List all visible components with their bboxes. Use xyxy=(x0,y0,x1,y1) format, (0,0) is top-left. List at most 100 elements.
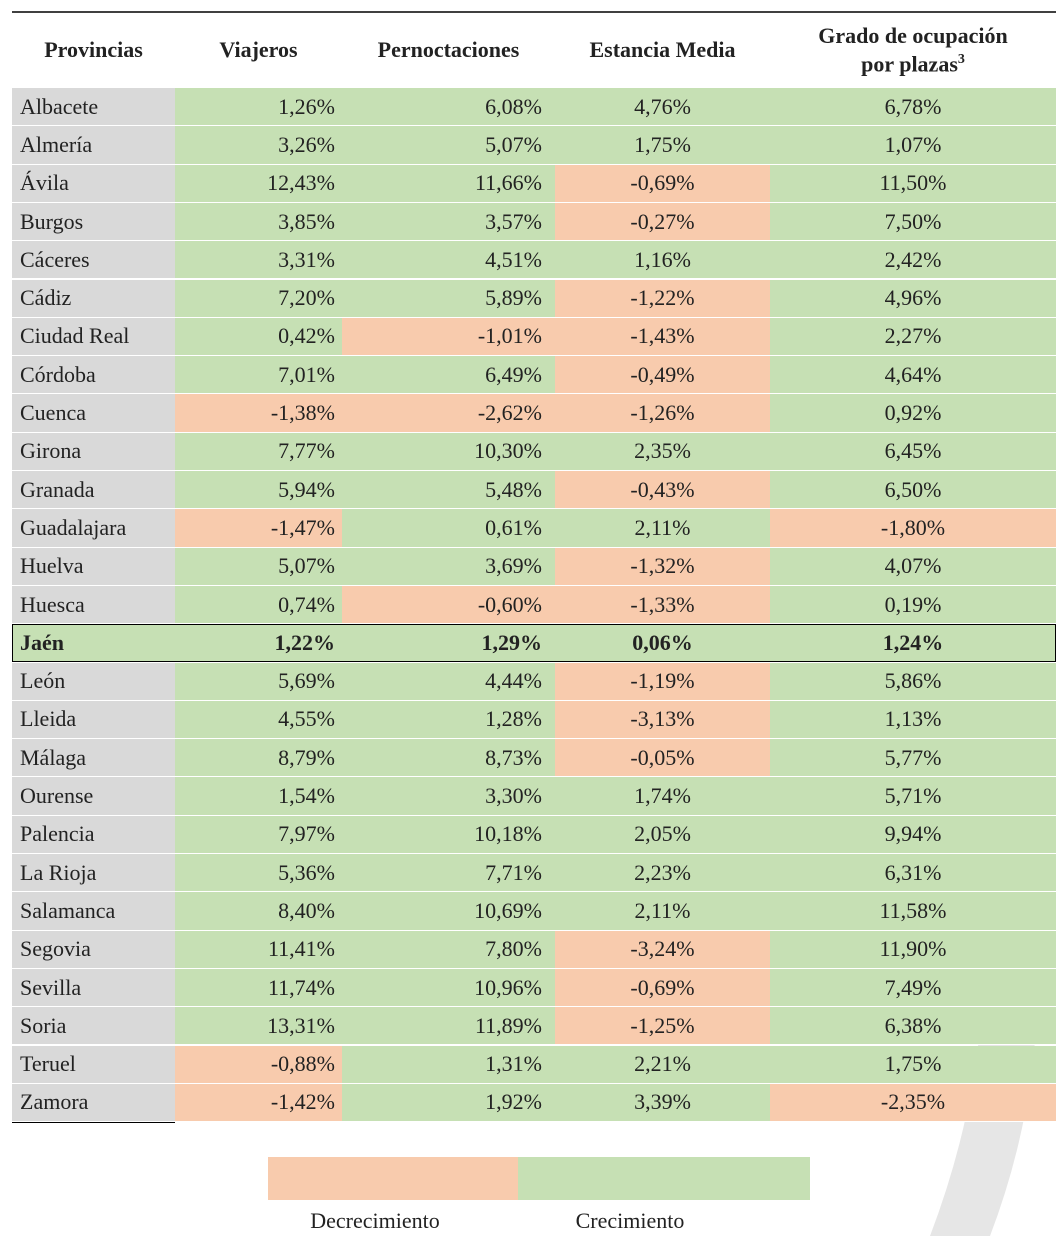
header: Pernoctaciones xyxy=(377,37,520,62)
highlight-border xyxy=(12,624,1056,663)
legend-label: Decrecimiento xyxy=(310,1208,440,1233)
value-cell: 4,51% xyxy=(342,241,555,280)
value-cell: 7,20% xyxy=(175,279,342,318)
province-cell: Lleida xyxy=(12,700,175,740)
value-cell: 9,94% xyxy=(770,815,1056,854)
value-cell: -1,42% xyxy=(175,1083,342,1123)
value-cell: 0,74% xyxy=(175,585,342,625)
value-cell: 0,92% xyxy=(770,394,1056,433)
value-cell: 8,73% xyxy=(342,739,555,778)
value-cell: 1,07% xyxy=(770,126,1056,165)
value-cell: 13,31% xyxy=(175,1007,342,1046)
value-cell: 10,18% xyxy=(342,815,555,854)
value-cell: 2,27% xyxy=(770,317,1056,357)
province-cell: Huelva xyxy=(12,547,175,586)
value-cell: -3,13% xyxy=(555,700,770,740)
value-cell: 10,96% xyxy=(342,968,555,1008)
value-cell: 3,30% xyxy=(342,777,555,816)
value-cell: 2,05% xyxy=(555,815,770,854)
value-cell: -0,49% xyxy=(555,356,770,395)
value-cell: 11,90% xyxy=(770,930,1056,969)
value-cell: 7,97% xyxy=(175,815,342,854)
value-cell: 0,19% xyxy=(770,585,1056,625)
value-cell: 6,31% xyxy=(770,854,1056,893)
value-cell: 2,21% xyxy=(555,1045,770,1084)
value-cell: 5,07% xyxy=(175,547,342,586)
province-cell: Soria xyxy=(12,1007,175,1046)
value-cell: -1,80% xyxy=(770,509,1056,548)
value-cell: -1,32% xyxy=(555,547,770,586)
value-cell: -1,26% xyxy=(555,394,770,433)
value-cell: 1,75% xyxy=(770,1045,1056,1084)
value-cell: 2,35% xyxy=(555,432,770,471)
province-cell: Almería xyxy=(12,126,175,165)
value-cell: 8,40% xyxy=(175,892,342,931)
value-cell: 4,64% xyxy=(770,356,1056,395)
value-cell: 11,66% xyxy=(342,164,555,203)
value-cell: 6,78% xyxy=(770,88,1056,127)
value-cell: 7,77% xyxy=(175,432,342,471)
value-cell: -0,43% xyxy=(555,471,770,510)
value-cell: -1,19% xyxy=(555,662,770,701)
province-cell: Albacete xyxy=(12,88,175,127)
value-cell: 5,07% xyxy=(342,126,555,165)
province-cell: Huesca xyxy=(12,585,175,625)
header: Estancia Media xyxy=(589,37,736,62)
table-bottom-rule xyxy=(12,1122,175,1124)
value-cell: 7,50% xyxy=(770,202,1056,242)
value-cell: 5,48% xyxy=(342,471,555,510)
province-cell: Salamanca xyxy=(12,892,175,931)
province-cell: Cádiz xyxy=(12,279,175,318)
value-cell: 4,44% xyxy=(342,662,555,701)
value-cell: 7,01% xyxy=(175,356,342,395)
value-cell: 5,77% xyxy=(770,739,1056,778)
value-cell: 11,41% xyxy=(175,930,342,969)
value-cell: 5,86% xyxy=(770,662,1056,701)
value-cell: 1,26% xyxy=(175,88,342,127)
province-cell: Córdoba xyxy=(12,356,175,395)
legend-swatch xyxy=(268,1157,518,1200)
value-cell: 0,06% xyxy=(555,624,770,663)
value-cell: -0,27% xyxy=(555,202,770,242)
value-cell: 0,61% xyxy=(342,509,555,548)
value-cell: 1,13% xyxy=(770,700,1056,740)
value-cell: 5,36% xyxy=(175,854,342,893)
value-cell: 5,89% xyxy=(342,279,555,318)
value-cell: 10,69% xyxy=(342,892,555,931)
province-cell: Teruel xyxy=(12,1045,175,1084)
province-cell: Segovia xyxy=(12,930,175,969)
value-cell: 0,42% xyxy=(175,317,342,357)
value-cell: 8,79% xyxy=(175,739,342,778)
value-cell: 11,50% xyxy=(770,164,1056,203)
value-cell: -2,62% xyxy=(342,394,555,433)
header-text: Grado de ocupación por plazas xyxy=(818,23,1008,77)
value-cell: 5,69% xyxy=(175,662,342,701)
value-cell: 4,55% xyxy=(175,700,342,740)
value-cell: 1,31% xyxy=(342,1045,555,1084)
value-cell: -0,69% xyxy=(555,968,770,1008)
value-cell: 1,29% xyxy=(342,624,555,663)
value-cell: 11,58% xyxy=(770,892,1056,931)
province-cell: Girona xyxy=(12,432,175,471)
province-cell: Cáceres xyxy=(12,241,175,280)
value-cell: 6,38% xyxy=(770,1007,1056,1046)
value-cell: 6,45% xyxy=(770,432,1056,471)
value-cell: -0,60% xyxy=(342,585,555,625)
value-cell: -1,43% xyxy=(555,317,770,357)
value-cell: 7,49% xyxy=(770,968,1056,1008)
value-cell: 3,31% xyxy=(175,241,342,280)
value-cell: 1,74% xyxy=(555,777,770,816)
province-cell: Ourense xyxy=(12,777,175,816)
value-cell: 6,49% xyxy=(342,356,555,395)
value-cell: -1,47% xyxy=(175,509,342,548)
province-cell: Palencia xyxy=(12,815,175,854)
province-cell: León xyxy=(12,662,175,701)
value-cell: -1,38% xyxy=(175,394,342,433)
value-cell: 6,08% xyxy=(342,88,555,127)
value-cell: 5,71% xyxy=(770,777,1056,816)
province-cell: Sevilla xyxy=(12,968,175,1008)
value-cell: -1,22% xyxy=(555,279,770,318)
province-cell: Ávila xyxy=(12,164,175,203)
value-cell: 12,43% xyxy=(175,164,342,203)
province-cell: Burgos xyxy=(12,202,175,242)
